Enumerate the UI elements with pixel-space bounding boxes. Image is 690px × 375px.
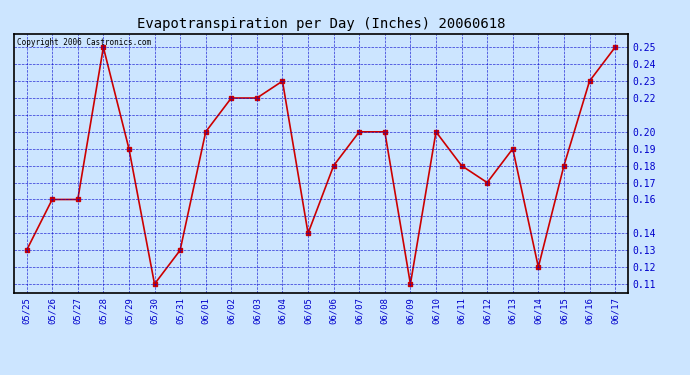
Title: Evapotranspiration per Day (Inches) 20060618: Evapotranspiration per Day (Inches) 2006… [137, 17, 505, 31]
Text: Copyright 2006 Castronics.com: Copyright 2006 Castronics.com [17, 38, 151, 46]
